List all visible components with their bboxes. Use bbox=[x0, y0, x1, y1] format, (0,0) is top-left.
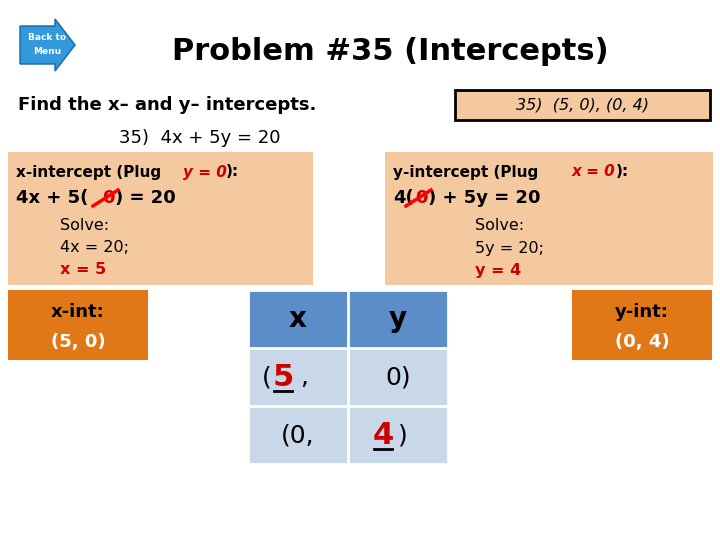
Text: (0,: (0, bbox=[282, 423, 315, 447]
Text: x = 5: x = 5 bbox=[60, 262, 107, 278]
Text: ,: , bbox=[300, 365, 308, 389]
Text: 4(: 4( bbox=[393, 189, 414, 207]
Text: 0: 0 bbox=[102, 189, 114, 207]
Bar bbox=[248, 348, 348, 406]
Text: 35)  (5, 0), (0, 4): 35) (5, 0), (0, 4) bbox=[516, 98, 649, 112]
Bar bbox=[385, 152, 713, 285]
Text: 4x + 5(: 4x + 5( bbox=[16, 189, 89, 207]
Text: y = 0: y = 0 bbox=[183, 165, 227, 179]
Text: 4x = 20;: 4x = 20; bbox=[60, 240, 129, 255]
Text: y: y bbox=[389, 305, 407, 333]
Text: y = 4: y = 4 bbox=[475, 262, 521, 278]
Text: x-intercept (Plug: x-intercept (Plug bbox=[16, 165, 166, 179]
Bar bbox=[348, 290, 448, 348]
Text: x: x bbox=[289, 305, 307, 333]
Bar bbox=[8, 290, 148, 360]
Text: Back to: Back to bbox=[28, 33, 66, 43]
Bar bbox=[348, 406, 448, 464]
Text: ):: ): bbox=[226, 165, 239, 179]
Text: x-int:: x-int: bbox=[51, 303, 105, 321]
Text: 5y = 20;: 5y = 20; bbox=[475, 240, 544, 255]
Text: x = 0: x = 0 bbox=[572, 165, 616, 179]
Text: 4: 4 bbox=[372, 421, 394, 449]
Text: (0, 4): (0, 4) bbox=[615, 333, 670, 351]
Text: Solve:: Solve: bbox=[475, 218, 524, 233]
Text: Find the x– and y– intercepts.: Find the x– and y– intercepts. bbox=[18, 96, 316, 114]
Text: 35)  4x + 5y = 20: 35) 4x + 5y = 20 bbox=[120, 129, 281, 147]
Text: ):: ): bbox=[616, 165, 629, 179]
Bar bbox=[572, 290, 712, 360]
Text: Problem #35 (Intercepts): Problem #35 (Intercepts) bbox=[171, 37, 608, 66]
Bar bbox=[248, 290, 348, 348]
Text: ) = 20: ) = 20 bbox=[115, 189, 176, 207]
Bar bbox=[455, 90, 710, 120]
Text: y-intercept (Plug: y-intercept (Plug bbox=[393, 165, 544, 179]
Text: Menu: Menu bbox=[33, 48, 61, 57]
Text: 0: 0 bbox=[415, 189, 428, 207]
Text: Solve:: Solve: bbox=[60, 218, 109, 233]
Text: ) + 5y = 20: ) + 5y = 20 bbox=[428, 189, 541, 207]
Bar bbox=[248, 406, 348, 464]
Text: 5: 5 bbox=[272, 362, 294, 392]
Text: (: ( bbox=[262, 365, 271, 389]
FancyArrow shape bbox=[20, 19, 75, 71]
Text: ): ) bbox=[398, 423, 408, 447]
Bar bbox=[348, 348, 448, 406]
Text: 0): 0) bbox=[385, 365, 411, 389]
Text: y-int:: y-int: bbox=[615, 303, 669, 321]
Bar bbox=[8, 152, 313, 285]
Text: (5, 0): (5, 0) bbox=[50, 333, 105, 351]
